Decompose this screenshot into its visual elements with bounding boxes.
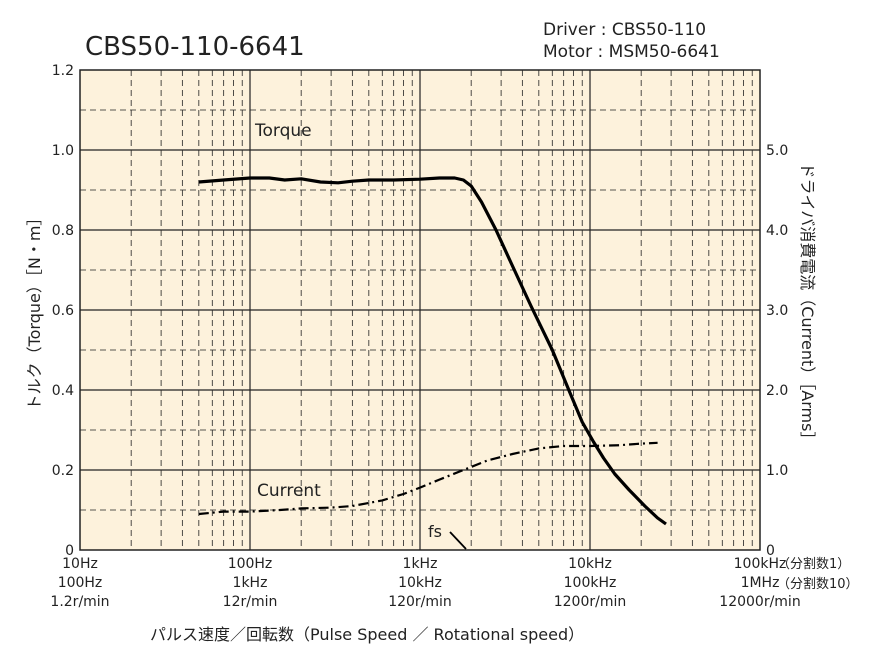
x-tick-label-row3: 120r/min bbox=[388, 594, 452, 610]
x-tick-label-row3: 1200r/min bbox=[554, 594, 627, 610]
x-note-division-10: （分割数10） bbox=[777, 576, 859, 592]
x-tick-label-row3: 12r/min bbox=[223, 594, 278, 610]
x-tick-label-row1: 1kHz bbox=[403, 556, 438, 572]
x-axis-label: パルス速度／回転数（Pulse Speed ／ Rotational speed… bbox=[150, 625, 584, 644]
y-right-tick-label: 5.0 bbox=[766, 143, 788, 159]
x-tick-label-row2: 1kHz bbox=[233, 575, 268, 591]
motor-label: Motor : MSM50-6641 bbox=[543, 42, 720, 62]
curves bbox=[198, 176, 667, 526]
y-axis-left-label: トルク（Torque）［N・m］ bbox=[25, 210, 44, 411]
y-left-tick-label: 0.8 bbox=[52, 223, 74, 239]
x-tick-label-row2: 10kHz bbox=[398, 575, 442, 591]
y-right-tick-label: 2.0 bbox=[766, 383, 788, 399]
driver-label: Driver : CBS50-110 bbox=[543, 20, 706, 40]
y-left-tick-label: 0.6 bbox=[52, 303, 74, 319]
y-axis-left-ticks: 0 0.2 0.4 0.6 0.8 1.0 1.2 bbox=[52, 63, 74, 559]
x-axis-ticks: 10Hz 100Hz 1.2r/min 100Hz 1kHz 12r/min 1kHz 10k… bbox=[50, 556, 800, 610]
fs-label: fs bbox=[428, 522, 442, 541]
y-right-tick-label: 1.0 bbox=[766, 463, 788, 479]
current-curve-label: Current bbox=[257, 481, 321, 501]
y-left-tick-label: 0 bbox=[65, 543, 74, 559]
x-tick-label-row1: 10kHz bbox=[568, 556, 612, 572]
y-axis-right-label: ドライバ消費電流（Current）［Arms］ bbox=[798, 163, 817, 448]
x-tick-label-row1: 100kHz bbox=[734, 556, 787, 572]
y-left-tick-label: 0.4 bbox=[52, 383, 74, 399]
y-left-tick-label: 1.0 bbox=[52, 143, 74, 159]
x-tick-label-row2: 100kHz bbox=[564, 575, 617, 591]
grid bbox=[80, 70, 760, 550]
fs-pointer bbox=[449, 531, 467, 550]
y-right-tick-label: 4.0 bbox=[766, 223, 788, 239]
x-tick-label-row1: 100Hz bbox=[228, 556, 273, 572]
x-tick-label-row1: 10Hz bbox=[62, 556, 98, 572]
chart-title: CBS50-110-6641 bbox=[85, 32, 305, 62]
y-right-tick-label: 0 bbox=[766, 543, 775, 559]
y-right-tick-label: 3.0 bbox=[766, 303, 788, 319]
y-left-tick-label: 1.2 bbox=[52, 63, 74, 79]
x-tick-label-row2: 1MHz bbox=[741, 575, 780, 591]
x-tick-label-row3: 12000r/min bbox=[719, 594, 800, 610]
torque-curve-label: Torque bbox=[254, 121, 312, 141]
x-note-division-1: （分割数1） bbox=[777, 556, 850, 572]
y-left-tick-label: 0.2 bbox=[52, 463, 74, 479]
x-tick-label-row2: 100Hz bbox=[58, 575, 103, 591]
torque-series-line bbox=[198, 176, 667, 526]
y-axis-right-ticks: 0 1.0 2.0 3.0 4.0 5.0 bbox=[766, 143, 788, 559]
current-series-line bbox=[198, 441, 658, 516]
x-tick-label-row3: 1.2r/min bbox=[50, 594, 109, 610]
